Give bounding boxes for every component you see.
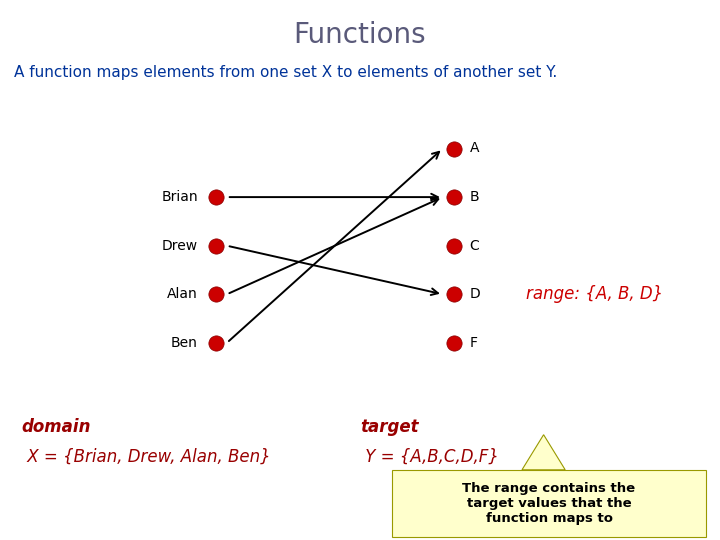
Text: domain: domain <box>22 417 91 436</box>
Polygon shape <box>522 435 565 470</box>
Text: A function maps elements from one set X to elements of another set Y.: A function maps elements from one set X … <box>14 65 558 80</box>
Text: Alan: Alan <box>167 287 198 301</box>
Text: Brian: Brian <box>161 190 198 204</box>
Text: Ben: Ben <box>171 336 198 350</box>
Text: B: B <box>469 190 479 204</box>
Text: D: D <box>469 287 480 301</box>
Text: X = {Brian, Drew, Alan, Ben}: X = {Brian, Drew, Alan, Ben} <box>22 447 270 465</box>
FancyBboxPatch shape <box>392 470 706 537</box>
Text: The range contains the
target values that the
function maps to: The range contains the target values tha… <box>462 482 636 525</box>
Text: range: {A, B, D}: range: {A, B, D} <box>526 285 663 303</box>
Text: Drew: Drew <box>162 239 198 253</box>
Text: Y = {A,B,C,D,F}: Y = {A,B,C,D,F} <box>360 447 499 465</box>
Text: F: F <box>469 336 477 350</box>
Text: A: A <box>469 141 479 156</box>
Text: C: C <box>469 239 480 253</box>
Text: target: target <box>360 417 418 436</box>
Text: Functions: Functions <box>294 21 426 49</box>
